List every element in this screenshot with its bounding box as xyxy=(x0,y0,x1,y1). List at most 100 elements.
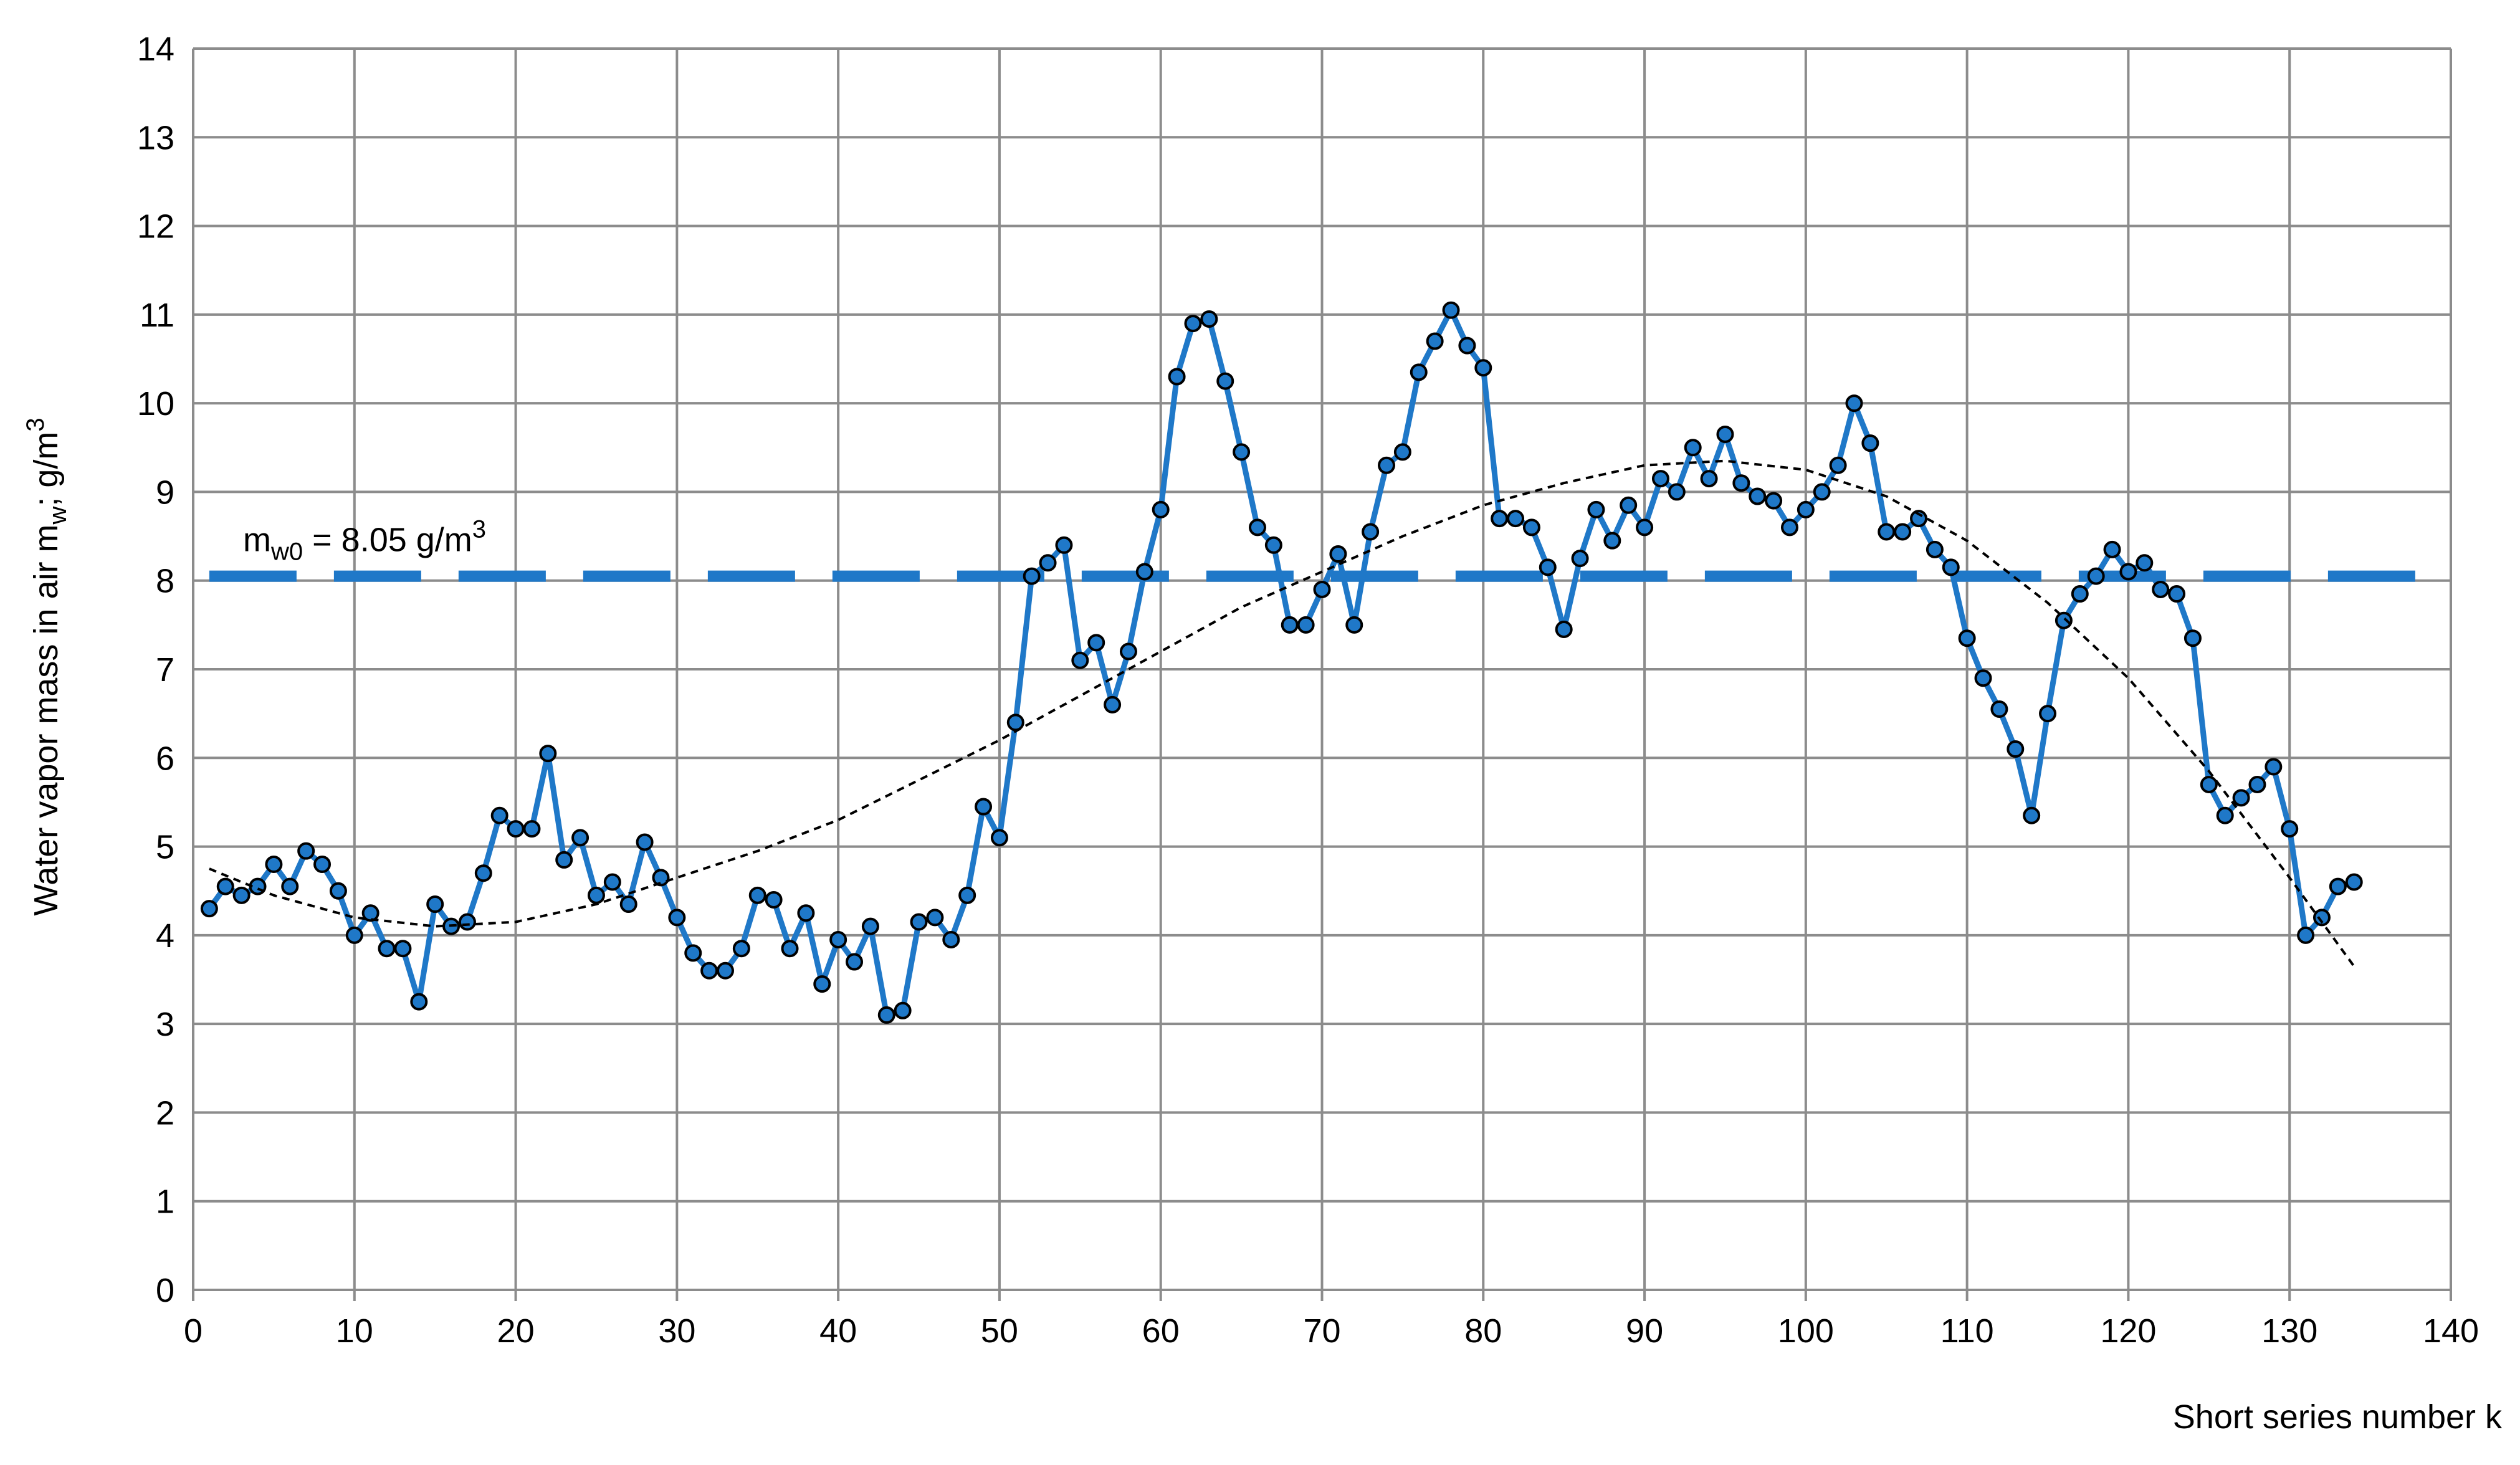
x-tick-label: 40 xyxy=(819,1312,857,1350)
data-point xyxy=(2281,820,2299,838)
data-point xyxy=(1651,470,1669,488)
x-tick-label: 110 xyxy=(1940,1312,1994,1350)
data-point xyxy=(1684,439,1702,457)
x-tick-label: 10 xyxy=(336,1312,373,1350)
x-tick-label: 90 xyxy=(1626,1312,1663,1350)
data-point xyxy=(1507,510,1525,528)
data-point xyxy=(1780,518,1798,537)
data-point xyxy=(1474,359,1492,377)
data-point xyxy=(1668,483,1686,501)
data-point xyxy=(797,904,815,922)
data-point xyxy=(2039,705,2057,723)
y-tick-label: 5 xyxy=(156,829,174,866)
data-point xyxy=(684,944,702,962)
data-point xyxy=(1716,425,1734,443)
data-point xyxy=(1039,554,1057,572)
data-point xyxy=(1442,301,1460,319)
x-tick-label: 130 xyxy=(2261,1312,2317,1350)
data-point xyxy=(2007,740,2025,758)
data-point xyxy=(571,829,589,847)
data-point xyxy=(1071,651,1089,669)
data-point xyxy=(1313,580,1331,598)
trend-line xyxy=(209,459,2355,967)
data-point xyxy=(458,913,476,931)
data-point xyxy=(1152,500,1170,518)
y-tick-label: 13 xyxy=(137,119,174,156)
data-point xyxy=(813,975,831,993)
data-point xyxy=(1732,474,1750,492)
data-point xyxy=(1797,500,1815,518)
y-tick-label: 0 xyxy=(156,1272,174,1309)
data-point xyxy=(1184,315,1202,333)
data-point xyxy=(1539,558,1557,576)
ref-label-mid: = 8.05 g/m xyxy=(303,522,472,559)
data-point xyxy=(1522,518,1540,537)
y-label-sup: 3 xyxy=(22,418,49,431)
y-label-sub: w xyxy=(44,507,72,525)
data-point xyxy=(232,886,251,904)
data-point xyxy=(1587,500,1605,518)
data-point xyxy=(2023,806,2041,824)
data-point xyxy=(2232,789,2250,807)
y-tick-label: 2 xyxy=(156,1094,174,1132)
data-point xyxy=(2265,758,2283,776)
x-tick-label: 120 xyxy=(2100,1312,2156,1350)
data-point xyxy=(990,829,1008,847)
data-point xyxy=(942,930,960,948)
data-point xyxy=(265,856,283,874)
data-point xyxy=(716,962,734,980)
data-point xyxy=(877,1006,895,1024)
data-point xyxy=(1393,443,1411,461)
data-point xyxy=(619,895,637,914)
data-point xyxy=(1426,332,1444,350)
data-point xyxy=(426,895,444,914)
data-point xyxy=(2103,540,2121,558)
data-point xyxy=(2184,629,2202,647)
x-tick-label: 60 xyxy=(1142,1312,1180,1350)
data-point xyxy=(2087,567,2105,585)
data-point xyxy=(410,993,428,1011)
y-tick-label: 4 xyxy=(156,917,174,955)
data-point xyxy=(378,940,396,958)
data-point xyxy=(555,851,573,869)
data-point xyxy=(1345,616,1363,634)
ref-label-sub: w0 xyxy=(270,538,303,566)
data-point xyxy=(1023,567,1041,585)
data-point xyxy=(1248,518,1266,537)
data-point xyxy=(1104,695,1122,713)
data-point xyxy=(1878,523,1896,541)
y-tick-label: 1 xyxy=(156,1183,174,1221)
data-point xyxy=(1990,700,2008,718)
data-point xyxy=(1264,536,1282,554)
data-point xyxy=(2248,775,2266,793)
data-point xyxy=(1491,510,1509,528)
data-point xyxy=(2312,909,2331,927)
reference-label: mw0 = 8.05 g/m3 xyxy=(243,516,486,566)
data-point xyxy=(1926,540,1944,558)
data-point xyxy=(1200,310,1218,328)
data-point xyxy=(894,1001,912,1019)
x-tick-label: 20 xyxy=(497,1312,535,1350)
data-point xyxy=(2152,580,2170,598)
data-point xyxy=(1749,487,1767,505)
data-point xyxy=(603,873,621,891)
data-point xyxy=(1620,496,1638,514)
data-point xyxy=(1942,558,1960,576)
plot xyxy=(200,301,2451,1024)
data-point xyxy=(2329,877,2347,895)
data-point xyxy=(2297,926,2315,944)
data-point xyxy=(1555,620,1573,638)
data-point xyxy=(1603,532,1621,550)
y-axis-label: Water vapor mass in air mw; g/m3 xyxy=(22,418,72,915)
data-point xyxy=(958,886,976,904)
y-tick-label: 12 xyxy=(137,208,174,246)
data-point xyxy=(1006,713,1024,732)
data-point xyxy=(1700,470,1718,488)
data-point xyxy=(2168,585,2186,603)
data-point xyxy=(652,869,670,887)
data-point xyxy=(829,930,847,948)
data-point xyxy=(1281,616,1299,634)
data-point xyxy=(490,806,508,824)
x-axis-label: Short series number k xyxy=(2173,1398,2503,1436)
